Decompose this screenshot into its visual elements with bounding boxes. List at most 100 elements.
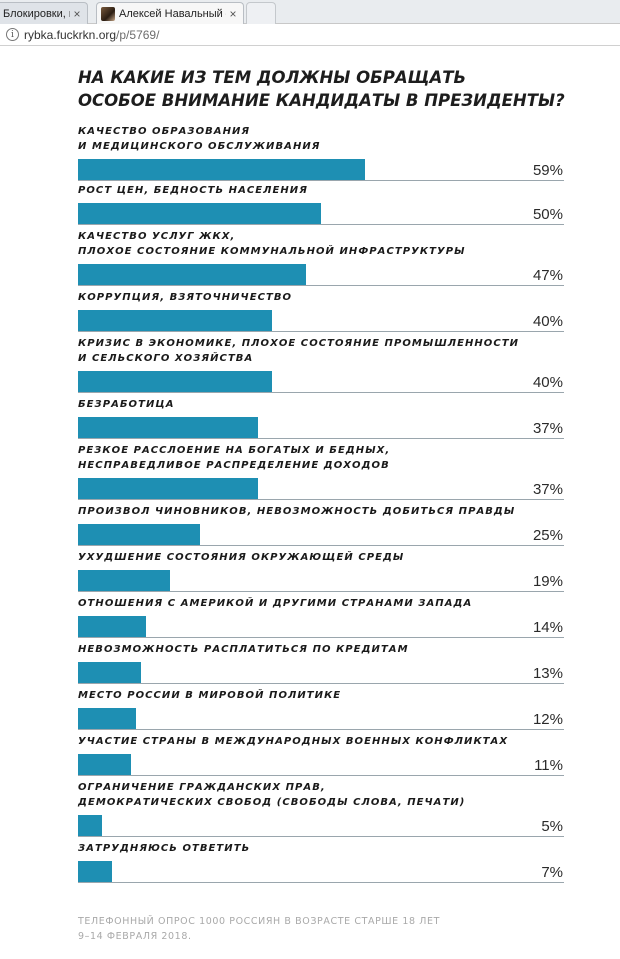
chart-row: НЕВОЗМОЖНОСТЬ РАСПЛАТИТЬСЯ ПО КРЕДИТАМ 13…	[78, 642, 564, 684]
chart-title-line: ОСОБОЕ ВНИМАНИЕ КАНДИДАТЫ В ПРЕЗИДЕНТЫ?	[78, 91, 565, 110]
bar-value-label: 37%	[532, 481, 563, 498]
bar-label: РОСТ ЦЕН, БЕДНОСТЬ НАСЕЛЕНИЯ	[78, 183, 564, 198]
chart-row: ОТНОШЕНИЯ С АМЕРИКОЙ И ДРУГИМИ СТРАНАМИ …	[78, 596, 564, 638]
bar-label-line: РЕЗКОЕ РАССЛОЕНИЕ НА БОГАТЫХ И БЕДНЫХ,	[78, 445, 391, 456]
bar-label: КОРРУПЦИЯ, ВЗЯТОЧНИЧЕСТВО	[78, 290, 564, 305]
bar-label-line: ОТНОШЕНИЯ С АМЕРИКОЙ И ДРУГИМИ СТРАНАМИ …	[78, 598, 473, 609]
bar-value-label: 7%	[541, 864, 563, 881]
bar-track: 50%	[78, 203, 564, 225]
bar-track: 37%	[78, 417, 564, 439]
bar	[78, 662, 141, 683]
bar-label: УХУДШЕНИЕ СОСТОЯНИЯ ОКРУЖАЮЩЕЙ СРЕДЫ	[78, 550, 564, 565]
bar-label: БЕЗРАБОТИЦА	[78, 397, 564, 412]
chart-row: РОСТ ЦЕН, БЕДНОСТЬ НАСЕЛЕНИЯ 50%	[78, 183, 564, 225]
bar-label: РЕЗКОЕ РАССЛОЕНИЕ НА БОГАТЫХ И БЕДНЫХ, НЕ…	[78, 443, 564, 473]
bar-track: 11%	[78, 754, 564, 776]
bar-value-label: 37%	[532, 420, 563, 437]
bar-value-label: 13%	[532, 665, 563, 682]
url-text[interactable]: rybka.fuckrkn.org/p/5769/	[24, 28, 159, 42]
bar-value-label: 40%	[532, 374, 563, 391]
bar	[78, 203, 321, 224]
tab-blokirovki[interactable]: Блокировки, наб ×	[0, 2, 88, 24]
chart-title: НА КАКИЕ ИЗ ТЕМ ДОЛЖНЫ ОБРАЩАТЬ ОСОБОЕ В…	[78, 66, 598, 112]
bar-track: 25%	[78, 524, 564, 546]
bar-label: ОГРАНИЧЕНИЕ ГРАЖДАНСКИХ ПРАВ, ДЕМОКРАТИЧЕ…	[78, 780, 564, 810]
bar-value-label: 59%	[532, 162, 563, 179]
chart-row: ЗАТРУДНЯЮСЬ ОТВЕТИТЬ 7%	[78, 841, 564, 883]
chart-row: БЕЗРАБОТИЦА 37%	[78, 397, 564, 439]
bar-track: 37%	[78, 478, 564, 500]
bar-track: 14%	[78, 616, 564, 638]
bar	[78, 861, 112, 882]
tab-title: Блокировки, наб	[3, 7, 70, 20]
chart-row: МЕСТО РОССИИ В МИРОВОЙ ПОЛИТИКЕ 12%	[78, 688, 564, 730]
bar	[78, 264, 306, 285]
bar-track: 13%	[78, 662, 564, 684]
bar-label: КАЧЕСТВО УСЛУГ ЖКХ, ПЛОХОЕ СОСТОЯНИЕ КОММ…	[78, 229, 564, 259]
bar-label-line: МЕСТО РОССИИ В МИРОВОЙ ПОЛИТИКЕ	[78, 690, 342, 701]
bar-value-label: 50%	[532, 206, 563, 223]
tab-title: Алексей Навальный — Ал	[119, 7, 226, 20]
tab-navalny[interactable]: Алексей Навальный — Ал ×	[96, 2, 244, 24]
bar-value-label: 40%	[532, 313, 563, 330]
chart-row: КАЧЕСТВО УСЛУГ ЖКХ, ПЛОХОЕ СОСТОЯНИЕ КОММ…	[78, 229, 564, 286]
new-tab-button[interactable]	[246, 2, 276, 24]
info-icon[interactable]: i	[6, 28, 19, 41]
footnote-line: 9–14 ФЕВРАЛЯ 2018.	[78, 931, 192, 942]
chart-row: КОРРУПЦИЯ, ВЗЯТОЧНИЧЕСТВО 40%	[78, 290, 564, 332]
bar-label-line: ПЛОХОЕ СОСТОЯНИЕ КОММУНАЛЬНОЙ ИНФРАСТРУК…	[78, 246, 466, 257]
bar-label-line: КАЧЕСТВО УСЛУГ ЖКХ,	[78, 231, 236, 242]
bar-label-line: И МЕДИЦИНСКОГО ОБСЛУЖИВАНИЯ	[78, 141, 321, 152]
bar-label: ПРОИЗВОЛ ЧИНОВНИКОВ, НЕВОЗМОЖНОСТЬ ДОБИТ…	[78, 504, 564, 519]
bar-track: 40%	[78, 371, 564, 393]
bar-label-line: ОГРАНИЧЕНИЕ ГРАЖДАНСКИХ ПРАВ,	[78, 782, 326, 793]
bar-label-line: БЕЗРАБОТИЦА	[78, 399, 175, 410]
bar	[78, 371, 272, 392]
bar	[78, 524, 200, 545]
bar-track: 19%	[78, 570, 564, 592]
bar	[78, 754, 131, 775]
chart-row: УЧАСТИЕ СТРАНЫ В МЕЖДУНАРОДНЫХ ВОЕННЫХ К…	[78, 734, 564, 776]
bar-label: УЧАСТИЕ СТРАНЫ В МЕЖДУНАРОДНЫХ ВОЕННЫХ К…	[78, 734, 564, 749]
bar-value-label: 47%	[532, 267, 563, 284]
bar-label: КАЧЕСТВО ОБРАЗОВАНИЯ И МЕДИЦИНСКОГО ОБСЛУ…	[78, 124, 564, 154]
bar-label-line: И СЕЛЬСКОГО ХОЗЯЙСТВА	[78, 353, 254, 364]
bar-label-line: ДЕМОКРАТИЧЕСКИХ СВОБОД (СВОБОДЫ СЛОВА, П…	[78, 797, 466, 808]
close-icon[interactable]: ×	[73, 6, 81, 21]
footnote-line: ТЕЛЕФОННЫЙ ОПРОС 1000 РОССИЯН В ВОЗРАСТЕ…	[78, 916, 441, 927]
bar-track: 47%	[78, 264, 564, 286]
chart-row: КАЧЕСТВО ОБРАЗОВАНИЯ И МЕДИЦИНСКОГО ОБСЛУ…	[78, 124, 564, 181]
survey-footnote: ТЕЛЕФОННЫЙ ОПРОС 1000 РОССИЯН В ВОЗРАСТЕ…	[78, 914, 440, 944]
bar-label: МЕСТО РОССИИ В МИРОВОЙ ПОЛИТИКЕ	[78, 688, 564, 703]
bar-track: 40%	[78, 310, 564, 332]
close-icon[interactable]: ×	[229, 6, 237, 21]
bar-track: 59%	[78, 159, 564, 181]
bar-label-line: КОРРУПЦИЯ, ВЗЯТОЧНИЧЕСТВО	[78, 292, 293, 303]
bar-track: 12%	[78, 708, 564, 730]
chart-row: УХУДШЕНИЕ СОСТОЯНИЯ ОКРУЖАЮЩЕЙ СРЕДЫ 19%	[78, 550, 564, 592]
bar-label: НЕВОЗМОЖНОСТЬ РАСПЛАТИТЬСЯ ПО КРЕДИТАМ	[78, 642, 564, 657]
bar-value-label: 11%	[534, 757, 563, 774]
bar-label-line: УЧАСТИЕ СТРАНЫ В МЕЖДУНАРОДНЫХ ВОЕННЫХ К…	[78, 736, 509, 747]
bar-label: ОТНОШЕНИЯ С АМЕРИКОЙ И ДРУГИМИ СТРАНАМИ …	[78, 596, 564, 611]
tab-strip: Блокировки, наб × Алексей Навальный — Ал…	[0, 0, 620, 24]
bar-label: КРИЗИС В ЭКОНОМИКЕ, ПЛОХОЕ СОСТОЯНИЕ ПРО…	[78, 336, 564, 366]
bar	[78, 616, 146, 637]
address-bar[interactable]: i rybka.fuckrkn.org/p/5769/	[0, 24, 620, 46]
bar	[78, 310, 272, 331]
bar-value-label: 25%	[532, 527, 563, 544]
bar	[78, 417, 258, 438]
bar-label-line: НЕСПРАВЕДЛИВОЕ РАСПРЕДЕЛЕНИЕ ДОХОДОВ	[78, 460, 390, 471]
bar-label-line: КРИЗИС В ЭКОНОМИКЕ, ПЛОХОЕ СОСТОЯНИЕ ПРО…	[78, 338, 520, 349]
chart-row: ПРОИЗВОЛ ЧИНОВНИКОВ, НЕВОЗМОЖНОСТЬ ДОБИТ…	[78, 504, 564, 546]
bar-value-label: 12%	[532, 711, 563, 728]
bar	[78, 570, 170, 591]
url-path: /p/5769/	[116, 27, 160, 42]
bar-track: 5%	[78, 815, 564, 837]
bar-label-line: ЗАТРУДНЯЮСЬ ОТВЕТИТЬ	[78, 843, 251, 854]
bar	[78, 708, 136, 729]
bar-label: ЗАТРУДНЯЮСЬ ОТВЕТИТЬ	[78, 841, 564, 856]
bar-label-line: КАЧЕСТВО ОБРАЗОВАНИЯ	[78, 126, 251, 137]
bar-value-label: 19%	[532, 573, 563, 590]
url-host: rybka.fuckrkn.org	[24, 27, 117, 42]
